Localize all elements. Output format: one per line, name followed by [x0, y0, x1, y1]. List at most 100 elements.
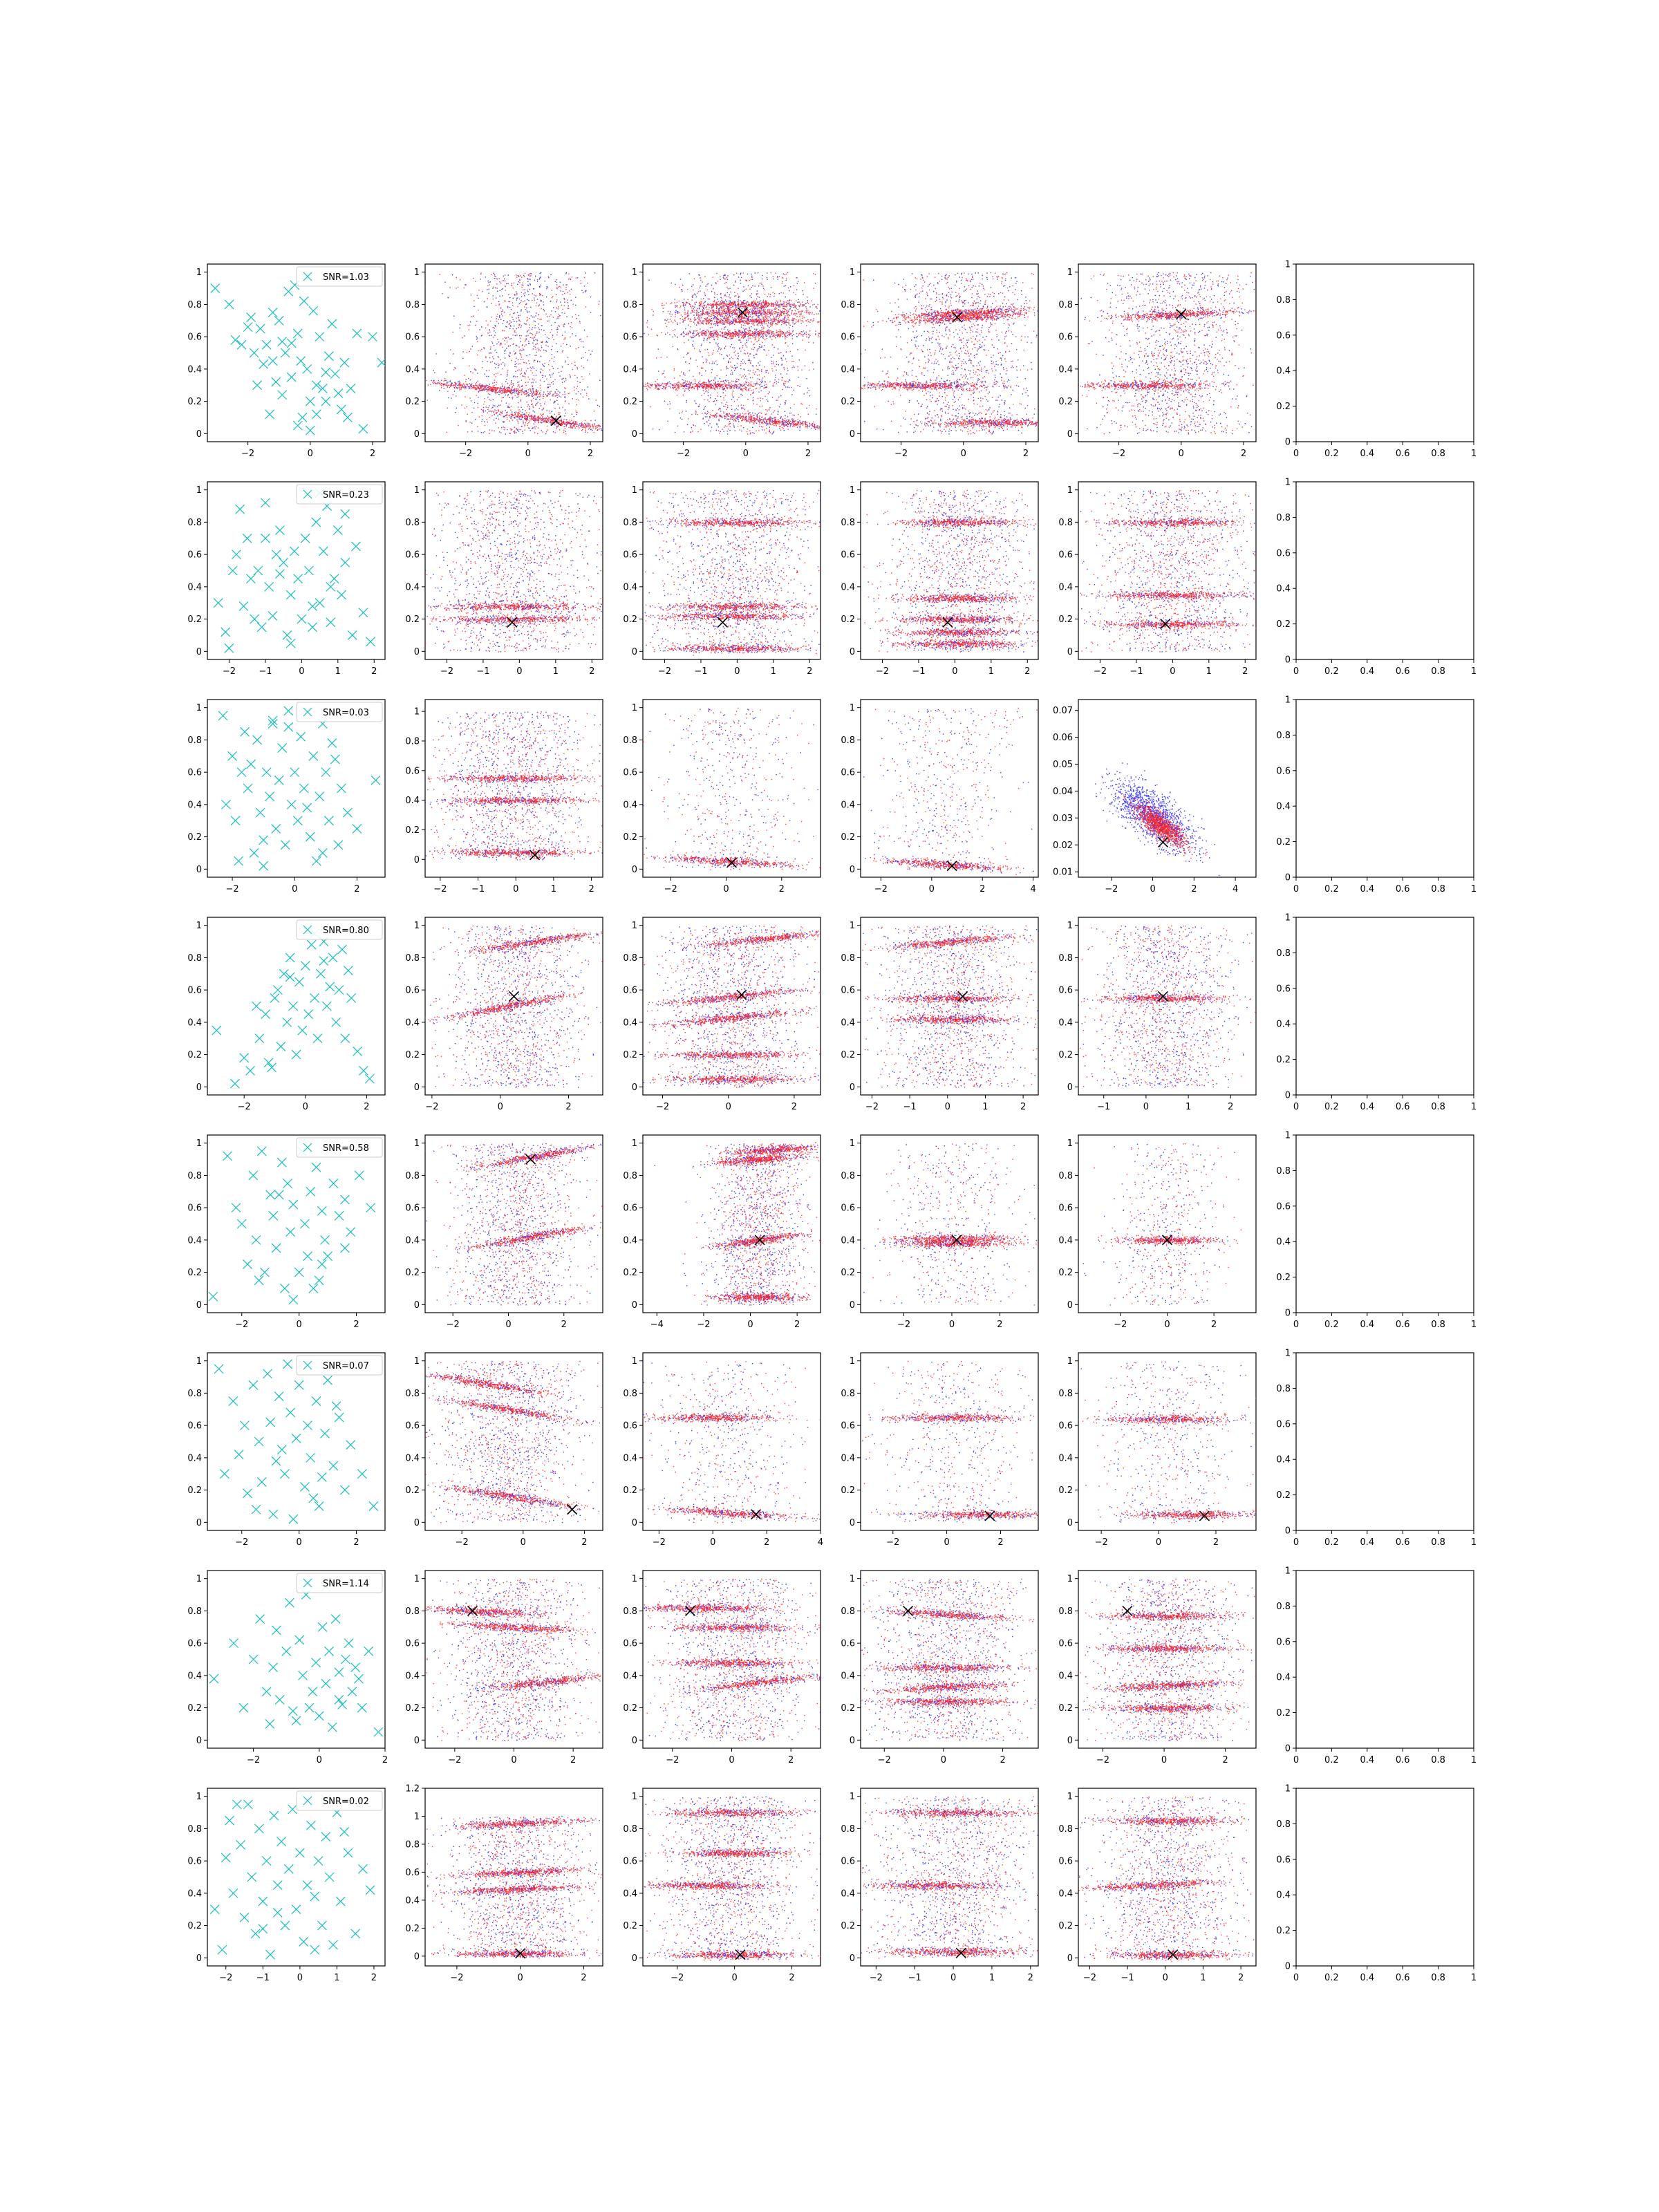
y-tick-label: 0.4: [623, 1453, 637, 1463]
y-tick-label: 0: [850, 1518, 855, 1528]
scatter-point: [359, 1066, 368, 1075]
blue-scatter-series: [1058, 926, 1276, 1088]
center-marker: [1123, 1606, 1132, 1615]
y-tick-label: 0: [850, 1300, 855, 1311]
scatter-point: [300, 1482, 309, 1491]
x-tick-label: 2: [1028, 1973, 1033, 1983]
x-tick-label: 2: [353, 1537, 359, 1548]
y-tick-label: 0.4: [405, 582, 420, 592]
x-tick-label: −2: [447, 1320, 460, 1330]
x-tick-label: −1: [1097, 1102, 1110, 1112]
scatter-point: [292, 1905, 301, 1914]
scatter-point: [282, 1647, 291, 1656]
scatter-point: [334, 841, 343, 850]
y-tick-label: 0.8: [841, 1389, 855, 1399]
x-tick-label: 2: [589, 666, 594, 677]
scatter-point: [284, 1864, 293, 1873]
y-tick-label: 0: [1067, 1518, 1073, 1528]
x-tick-label: 0.6: [1396, 1755, 1410, 1765]
x-tick-label: 2: [561, 1320, 567, 1330]
scatter-point: [249, 1171, 258, 1180]
x-tick-label: 0: [516, 666, 522, 677]
x-tick-label: 0: [518, 1973, 523, 1983]
y-tick-label: 0: [1285, 438, 1291, 448]
scatter-point: [328, 1723, 337, 1732]
scatter-point: [279, 558, 288, 567]
y-tick-label: 0: [196, 1953, 202, 1964]
y-tick-label: 0.4: [1276, 1891, 1291, 1901]
y-tick-label: 0: [414, 1951, 420, 1962]
x-tick-label: 0: [1293, 884, 1299, 894]
subplot-r1-c5: −2 0 200.20.40.60.81: [1046, 264, 1299, 459]
x-tick-label: 2: [779, 884, 785, 894]
scatter-point: [265, 582, 274, 591]
y-tick-label: 0: [196, 1736, 202, 1746]
blue-scatter-series: [411, 1816, 644, 1958]
scatter-point: [270, 1811, 279, 1820]
scatter-series: [210, 1795, 375, 1959]
scatter-point: [265, 410, 274, 419]
x-tick-label: 1: [335, 666, 341, 677]
x-tick-label: 2: [1238, 1973, 1244, 1983]
y-tick-label: 0.4: [841, 582, 855, 592]
x-tick-label: 0.8: [1431, 1973, 1445, 1983]
x-tick-label: 0.2: [1324, 666, 1339, 677]
scatter-point: [359, 608, 368, 617]
x-tick-label: 2: [581, 1973, 586, 1983]
x-tick-label: −2: [664, 884, 677, 894]
x-tick-label: 2: [588, 449, 593, 459]
subplot-r2-c1: −2 −1 0 1 200.20.40.60.81 SNR=0.23: [187, 482, 385, 677]
y-tick-label: 0.4: [841, 364, 855, 375]
scatter-point: [337, 590, 346, 599]
y-tick-label: 0: [632, 647, 637, 657]
y-tick-label: 0.6: [623, 550, 637, 561]
y-tick-label: 0.02: [1053, 841, 1073, 851]
scatter-point: [313, 1034, 322, 1043]
scatter-point: [290, 547, 299, 556]
scatter-point: [306, 426, 315, 435]
y-tick-label: 0.4: [1276, 366, 1291, 377]
y-tick-label: 1: [1285, 478, 1291, 488]
subplot-r1-c4: −2 0 200.20.40.60.81: [825, 264, 1118, 459]
red-scatter-series: [613, 1361, 833, 1524]
subplot-r2-c3: −2 −1 0 1 200.20.40.60.81: [597, 482, 868, 677]
x-tick-label: −2: [1114, 1320, 1127, 1330]
y-tick-label: 0: [1285, 873, 1291, 883]
y-tick-label: 0.8: [1276, 1166, 1291, 1177]
x-tick-label: −2: [1112, 449, 1125, 459]
empty-axes-frame: [1296, 1571, 1474, 1748]
y-tick-label: 0.2: [405, 615, 420, 625]
blue-scatter-series: [600, 490, 868, 654]
y-tick-label: 0.6: [1058, 332, 1073, 343]
x-tick-label: 1: [551, 884, 556, 894]
scatter-point: [331, 1615, 340, 1624]
x-tick-label: 0: [297, 1537, 302, 1548]
y-tick-label: 1: [850, 1574, 855, 1584]
y-tick-label: 1: [196, 1356, 202, 1367]
red-scatter-series: [1054, 490, 1312, 653]
scatter-point: [243, 534, 252, 543]
y-tick-label: 0: [850, 647, 855, 657]
subplot-r3-c4: −2 0 2 400.20.40.60.81: [826, 700, 1044, 894]
x-tick-label: 2: [788, 1755, 794, 1765]
y-tick-label: 1: [196, 921, 202, 931]
y-tick-label: 1: [1067, 268, 1073, 278]
empty-axes-frame: [1296, 1788, 1474, 1966]
y-tick-label: 0: [632, 1518, 637, 1528]
red-scatter-series: [609, 1579, 888, 1741]
scatter-point: [240, 1913, 249, 1922]
x-tick-label: −2: [677, 449, 690, 459]
scatter-point: [306, 1187, 315, 1196]
x-tick-label: −2: [656, 1102, 669, 1112]
subplot-r8-c1: −2 −1 0 1 200.20.40.60.81 SNR=0.02: [187, 1788, 385, 1983]
blue-scatter-series: [633, 1797, 842, 1961]
red-scatter-series: [422, 1817, 619, 1959]
y-tick-label: 0: [850, 1736, 855, 1746]
subplot-r5-c6: 0 0.2 0.4 0.6 0.8 100.20.40.60.81: [1276, 1131, 1477, 1331]
y-tick-label: 0.4: [405, 796, 420, 806]
empty-axes-frame: [1296, 700, 1474, 877]
y-tick-label: 0.2: [623, 1703, 637, 1714]
scatter-point: [234, 856, 243, 865]
subplot-r7-c2: −2 0 200.20.40.60.81: [393, 1571, 637, 1765]
scatter-point: [268, 611, 277, 620]
